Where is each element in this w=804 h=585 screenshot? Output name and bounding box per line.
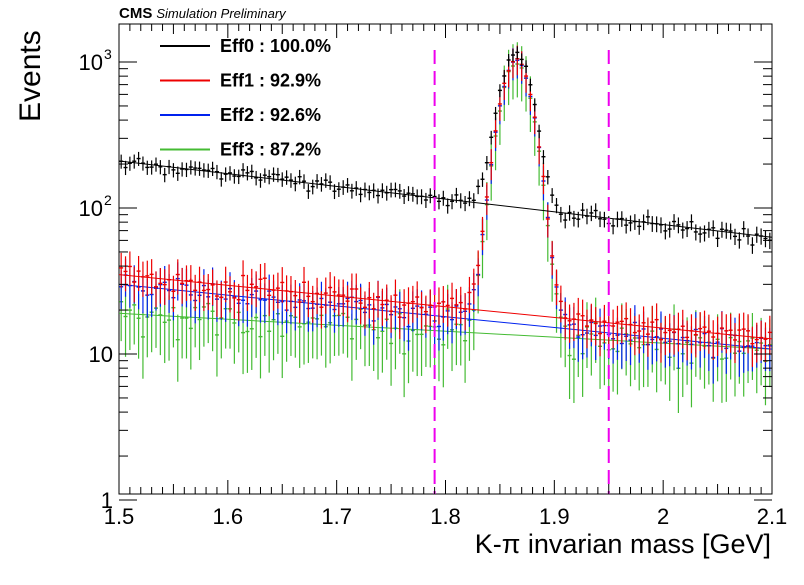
y-tick-label: 1	[101, 488, 113, 513]
x-tick-label: 1.6	[213, 504, 244, 529]
x-tick-label: 1.9	[539, 504, 570, 529]
y-tick-exponent: 2	[104, 192, 112, 208]
signal-window-lines	[433, 50, 610, 494]
y-tick-label: 10	[89, 342, 113, 367]
series-1	[118, 45, 773, 367]
experiment-name: CMS	[119, 5, 153, 22]
series-0	[118, 46, 773, 254]
status-label: Simulation Preliminary	[156, 6, 286, 21]
fit-line	[118, 274, 773, 340]
cms-label: CMS Simulation Preliminary	[119, 5, 286, 22]
y-tick-exponent: 3	[104, 46, 112, 62]
x-tick-label: 2	[657, 504, 669, 529]
legend-entry: Eff3 : 87.2%	[220, 140, 321, 160]
x-tick-label: 1.7	[321, 504, 352, 529]
legend: Eff0 : 100.0% Eff1 : 92.9% Eff2 : 92.6% Eff…	[160, 36, 331, 160]
fit-line	[118, 160, 773, 238]
fit-line	[118, 283, 773, 350]
x-tick-label: 1.8	[430, 504, 461, 529]
y-axis-label: Events	[14, 30, 47, 122]
y-tick-label: 10	[79, 50, 103, 75]
x-tick-label: 1.5	[104, 504, 135, 529]
legend-entry: Eff2 : 92.6%	[220, 105, 321, 125]
legend-entry: Eff1 : 92.9%	[220, 71, 321, 91]
x-tick-label: 2.1	[757, 504, 788, 529]
plot-frame	[118, 23, 773, 495]
y-tick-label: 10	[79, 196, 103, 221]
x-axis-label: K-π invarian mass [GeV]	[475, 529, 771, 559]
series-layer	[118, 42, 773, 413]
fit-line	[118, 312, 773, 350]
legend-entry: Eff0 : 100.0%	[220, 36, 331, 56]
